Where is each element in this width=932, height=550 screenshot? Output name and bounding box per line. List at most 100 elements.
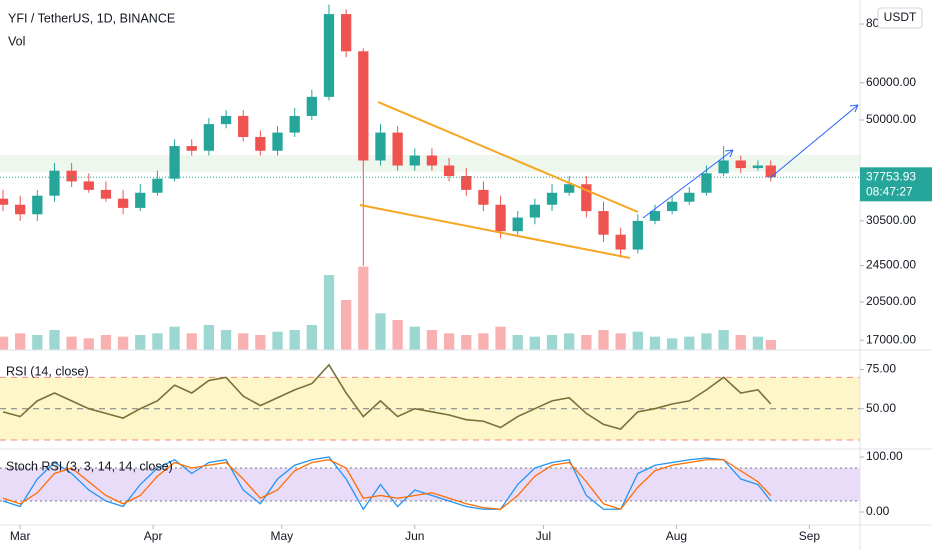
volume-bar xyxy=(649,336,661,350)
candle-body xyxy=(701,173,712,193)
candle-body xyxy=(117,198,129,208)
volume-bar xyxy=(323,275,335,350)
indicator-line xyxy=(2,363,772,430)
volume-bar xyxy=(0,336,9,350)
volume-bar xyxy=(289,330,300,350)
volume-bar xyxy=(238,333,249,350)
candle-body xyxy=(649,211,661,221)
candle-body xyxy=(546,192,558,205)
volume-bar xyxy=(529,336,541,350)
candle-body xyxy=(135,192,146,208)
candle-body xyxy=(272,132,283,151)
chart-title: YFI / TetherUS, 1D, BINANCE xyxy=(8,11,175,25)
y-tick-label: 75.00 xyxy=(866,362,896,376)
candle-body xyxy=(684,192,695,202)
volume-bar xyxy=(765,340,776,350)
currency-button[interactable] xyxy=(877,7,923,29)
volume-bar xyxy=(340,300,352,350)
currency[interactable]: USDT xyxy=(884,10,917,24)
volume-bar xyxy=(186,333,197,350)
volume-bar xyxy=(255,335,266,350)
candle-body xyxy=(529,204,541,218)
volume-bar xyxy=(632,331,643,350)
candle-body xyxy=(340,14,352,52)
y-tick-label: 0.00 xyxy=(866,504,890,518)
x-tick-label: Mar xyxy=(10,529,31,543)
candle-body xyxy=(409,155,420,166)
y-tick-label: 50.00 xyxy=(866,401,896,415)
volume-bar xyxy=(169,326,180,350)
y-tick-label: 30500.00 xyxy=(866,213,916,227)
candle-body xyxy=(169,146,180,179)
y-tick-label: 20500.00 xyxy=(866,294,916,308)
candle-body xyxy=(512,217,523,232)
drawings xyxy=(359,101,859,259)
x-tick-label: Aug xyxy=(666,529,687,543)
candle-body xyxy=(392,132,403,166)
y-tick-label: 17000.00 xyxy=(866,332,916,346)
y-tick-label: 24500.00 xyxy=(866,258,916,272)
arrow-head xyxy=(849,104,859,113)
arrow xyxy=(769,104,859,179)
volume-bar xyxy=(15,333,26,350)
candle-body xyxy=(478,189,489,205)
volume-bar xyxy=(375,313,386,350)
rsi-title: RSI (14, close) xyxy=(6,364,89,378)
volume-bar xyxy=(49,330,60,350)
volume-bar xyxy=(564,333,575,350)
volume-bar xyxy=(666,338,678,350)
candle-body xyxy=(426,155,438,166)
volume-bar xyxy=(100,335,112,350)
indicator-line xyxy=(2,459,772,511)
candle-body xyxy=(220,115,232,125)
volume-bar xyxy=(546,335,558,350)
volume-bar xyxy=(117,336,129,350)
volume-bar xyxy=(701,333,712,350)
candle-body xyxy=(615,234,626,250)
volume-bar xyxy=(443,333,455,350)
x-tick-label: Jul xyxy=(536,529,551,543)
candle-body xyxy=(495,204,506,232)
candle-body xyxy=(66,170,77,182)
candle-body xyxy=(752,165,764,169)
x-tick-label: Sep xyxy=(799,529,821,543)
candle-body xyxy=(581,184,592,212)
volume-bar xyxy=(32,335,43,350)
indicator-line xyxy=(2,456,772,511)
candle-body xyxy=(375,132,386,161)
last-price: 37753.93 xyxy=(866,169,916,183)
plot-area xyxy=(0,4,860,511)
candle-body xyxy=(83,181,94,190)
volume-bar xyxy=(306,325,317,350)
candle-body xyxy=(0,198,9,205)
trendline xyxy=(359,204,631,259)
candle-body xyxy=(203,124,215,151)
volume-bar xyxy=(426,330,438,350)
candle-body xyxy=(100,189,112,199)
volume-bar xyxy=(581,335,592,350)
candle-body xyxy=(289,115,300,133)
x-tick-label: May xyxy=(270,529,293,543)
volume-bar xyxy=(478,333,489,350)
candle-body xyxy=(15,204,26,215)
volume-bar xyxy=(461,335,472,350)
y-tick-label: 100.00 xyxy=(866,449,903,463)
candle-body xyxy=(152,178,163,193)
volume-bar xyxy=(409,326,420,350)
candle-body xyxy=(564,184,575,193)
volume-bar xyxy=(718,330,729,350)
volume-bar xyxy=(615,333,626,350)
candle-body xyxy=(49,170,60,196)
countdown: 08:47:27 xyxy=(866,184,913,198)
volume-bar xyxy=(220,330,232,350)
volume-bar xyxy=(684,336,695,350)
stoch-title: Stoch RSI (3, 3, 14, 14, close) xyxy=(6,459,173,473)
volume-bar xyxy=(752,336,764,350)
candle-body xyxy=(461,175,472,190)
candle-body xyxy=(255,136,266,151)
candle-body xyxy=(765,165,776,178)
candle-body xyxy=(186,146,197,151)
candle-body xyxy=(632,220,643,250)
candle-body xyxy=(735,160,746,169)
